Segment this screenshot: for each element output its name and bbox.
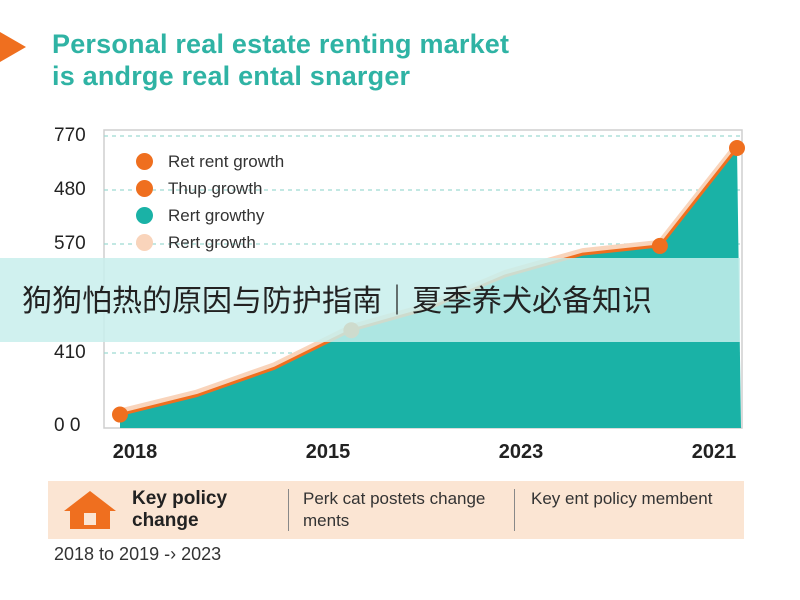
column-divider — [514, 489, 515, 531]
legend-label: Rert growthy — [168, 205, 265, 225]
area-chart: 770 480 570 410 0 0 2018 2015 2023 2021 — [54, 125, 745, 463]
column-divider — [288, 489, 289, 531]
overlay-banner — [0, 258, 740, 342]
policy-title: Key policy change — [132, 488, 228, 531]
x-tick-label: 2023 — [499, 441, 544, 463]
legend-item: Thup growth — [136, 175, 284, 202]
x-tick-label: 2015 — [306, 441, 351, 463]
title-line-2: is andrge real ental snarger — [52, 61, 411, 91]
legend-swatch — [136, 234, 153, 251]
legend-label: Thup growth — [168, 178, 263, 198]
y-tick-label: 410 — [54, 342, 86, 363]
y-tick-label: 570 — [54, 233, 86, 254]
overlay-banner-text: 狗狗怕热的原因与防护指南｜夏季养犬必备知识 — [22, 284, 652, 319]
policy-footer: Key policy change Perk cat postets chang… — [48, 481, 744, 539]
chart-title: Personal real estate renting market is a… — [52, 28, 509, 92]
x-tick-label: 2018 — [113, 441, 158, 463]
chart-legend: Ret rent growth Thup growth Rert growthy… — [136, 148, 284, 256]
house-icon — [64, 491, 116, 529]
legend-swatch — [136, 207, 153, 224]
y-tick-label: 770 — [54, 125, 86, 146]
title-line-1: Personal real estate renting market — [52, 29, 510, 59]
x-tick-label: 2021 — [692, 441, 737, 463]
policy-column-2: Perk cat postets change ments — [303, 489, 486, 530]
y-tick-label: 0 0 — [54, 415, 80, 436]
corner-flag-accent — [0, 32, 26, 62]
chart-area: 770 480 570 410 0 0 2018 2015 2023 2021 Ret rent… — [0, 118, 800, 478]
timeline-note: 2018 to 2019 -› 2023 — [54, 544, 222, 564]
data-point — [651, 237, 668, 254]
legend-item: Rert growth — [136, 229, 284, 256]
legend-label: Ret rent growth — [168, 151, 285, 171]
data-point — [729, 140, 745, 156]
legend-item: Rert growthy — [136, 202, 284, 229]
data-point — [112, 406, 128, 423]
policy-column-3: Key ent policy membent — [531, 489, 713, 508]
legend-swatch — [136, 153, 153, 170]
legend-item: Ret rent growth — [136, 148, 284, 175]
series-area — [120, 148, 741, 428]
legend-swatch — [136, 180, 153, 197]
y-tick-label: 480 — [54, 179, 86, 200]
legend-label: Rert growth — [168, 232, 256, 252]
